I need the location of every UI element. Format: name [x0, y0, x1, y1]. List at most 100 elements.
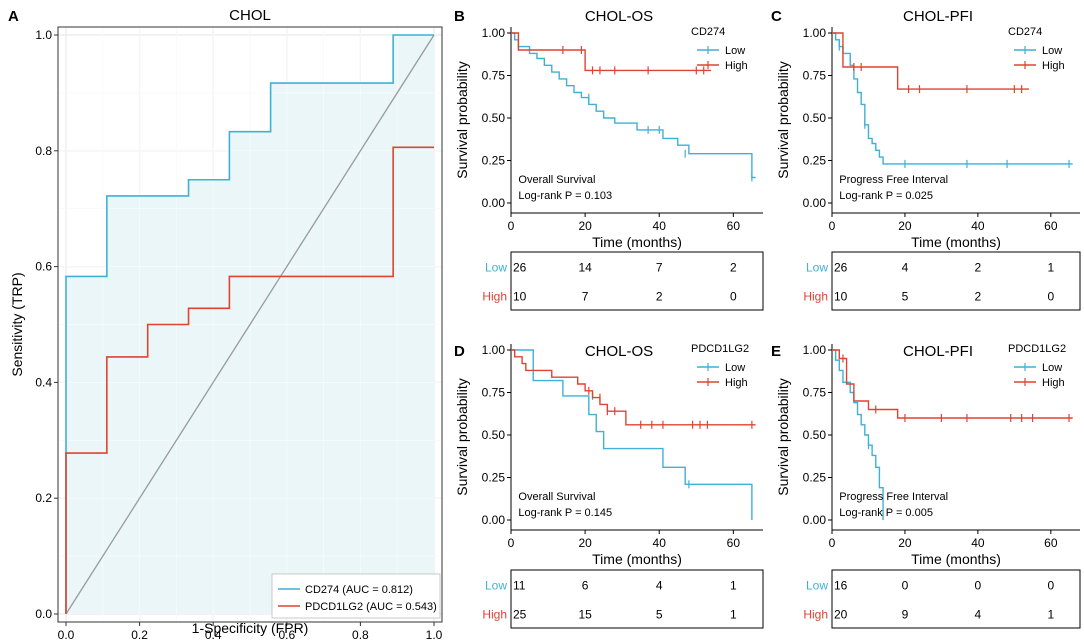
km-xtick-label: 20 [578, 536, 592, 550]
km-xtick-label: 0 [829, 536, 836, 550]
risk-table-row-label: Low [806, 261, 828, 275]
km-ytick-label: 0.50 [803, 428, 827, 442]
km-annotation-pvalue: Log-rank P = 0.005 [839, 507, 933, 519]
risk-table-row-label: Low [485, 261, 507, 275]
km-title: CHOL-PFI [903, 8, 973, 25]
km-ytick-label: 1.00 [482, 343, 506, 357]
risk-table-cell: 20 [834, 608, 848, 622]
km-legend-label: High [725, 377, 748, 389]
km-ytick-label: 1.00 [482, 26, 506, 40]
km-xtick-label: 40 [971, 219, 985, 233]
roc-ytick-label: 0.6 [35, 260, 52, 274]
km-legend-label: High [725, 60, 748, 72]
km-curve-high [832, 349, 1073, 419]
km-xtick-label: 20 [578, 219, 592, 233]
km-annotation-endpoint: Progress Free Interval [839, 491, 948, 503]
km-ytick-label: 0.75 [482, 69, 506, 83]
km-curve-low [832, 349, 884, 520]
km-xlabel: Time (months) [592, 234, 682, 250]
risk-table-cell: 15 [578, 608, 592, 622]
km-curve-high [832, 32, 1029, 90]
km-legend-label: Low [725, 362, 745, 374]
roc-ytick-label: 0.0 [35, 607, 52, 621]
km-legend-label: Low [1042, 45, 1062, 57]
km-ylabel: Survival probability [454, 378, 470, 496]
km-curve-low [832, 32, 1073, 165]
km-ytick-label: 0.50 [803, 111, 827, 125]
risk-table-cell: 4 [975, 608, 982, 622]
roc-xtick-label: 0.8 [352, 628, 369, 640]
risk-table-cell: 2 [656, 290, 663, 304]
risk-table-cell: 0 [1047, 290, 1054, 304]
risk-table-frame [510, 251, 764, 311]
roc-diagonal [65, 34, 435, 615]
risk-table-cell: 6 [582, 579, 589, 593]
risk-table-cell: 14 [578, 261, 592, 275]
km-title: CHOL-PFI [903, 343, 973, 360]
risk-table-cell: 2 [975, 290, 982, 304]
roc-curve-pdcd1lg2 [65, 146, 434, 614]
km-xtick-label: 40 [971, 536, 985, 550]
km-title: CHOL-OS [585, 343, 653, 360]
roc-xtick-label: 0.4 [205, 628, 222, 640]
km-annotation-pvalue: Log-rank P = 0.145 [518, 507, 612, 519]
risk-table-frame [831, 251, 1081, 311]
roc-panel: A 0.0 0.2 0.4 0.6 0.8 1.0 0.0 0.2 0.4 0.6 0.8 1.0 CHO… [8, 7, 443, 640]
risk-table-cell: 0 [975, 579, 982, 593]
risk-table-cell: 2 [975, 261, 982, 275]
km-ytick-label: 0.75 [482, 386, 506, 400]
km-xtick-label: 40 [653, 536, 667, 550]
risk-table-cell: 2 [730, 261, 737, 275]
km-ytick-label: 0.00 [803, 513, 827, 527]
km-xlabel: Time (months) [911, 551, 1001, 567]
km-ytick-label: 0.50 [482, 111, 506, 125]
roc-legend-label: CD274 (AUC = 0.812) [305, 584, 413, 596]
risk-table-row-label: High [803, 608, 828, 622]
km-legend-title: CD274 [1008, 26, 1042, 38]
risk-table-cell: 26 [834, 261, 848, 275]
km-annotation-endpoint: Progress Free Interval [839, 174, 948, 186]
km-xtick-label: 20 [898, 219, 912, 233]
roc-xtick-label: 1.0 [426, 628, 443, 640]
risk-table-cell: 0 [902, 579, 909, 593]
risk-table-cell: 9 [902, 608, 909, 622]
km-xlabel: Time (months) [911, 234, 1001, 250]
risk-table-row-label: High [482, 290, 507, 304]
risk-table-cell: 4 [902, 261, 909, 275]
km-ylabel: Survival probability [454, 61, 470, 179]
km-legend-title: PDCD1LG2 [691, 343, 749, 355]
panel-label-b: B [454, 8, 465, 25]
risk-table-cell: 16 [834, 579, 848, 593]
km-curve-high [511, 32, 712, 72]
risk-table-cell: 1 [1047, 608, 1054, 622]
risk-table-cell: 7 [582, 290, 589, 304]
roc-xtick-label: 0.6 [278, 628, 295, 640]
km-ytick-label: 0.50 [482, 428, 506, 442]
km-ylabel: Survival probability [775, 61, 791, 179]
risk-table-cell: 0 [730, 290, 737, 304]
km-xtick-label: 60 [1044, 219, 1058, 233]
risk-table-cell: 7 [656, 261, 663, 275]
km-ytick-label: 0.25 [803, 471, 827, 485]
risk-table-frame [831, 569, 1081, 629]
km-ytick-label: 0.00 [803, 196, 827, 210]
roc-xtick-label: 0.2 [131, 628, 148, 640]
km-ytick-label: 0.00 [482, 513, 506, 527]
risk-table-cell: 25 [513, 608, 527, 622]
km-ytick-label: 1.00 [803, 26, 827, 40]
risk-table-cell: 5 [902, 290, 909, 304]
km-xtick-label: 0 [829, 219, 836, 233]
roc-title: CHOL [229, 7, 271, 24]
roc-curve-cd274 [65, 34, 434, 614]
panel-label-d: D [454, 343, 465, 360]
km-annotation-pvalue: Log-rank P = 0.103 [518, 190, 612, 202]
km-title: CHOL-OS [585, 8, 653, 25]
roc-ylabel: Sensitivity (TRP) [9, 272, 25, 376]
km-ytick-label: 0.25 [803, 154, 827, 168]
risk-table-cell: 11 [513, 579, 526, 593]
risk-table-cell: 1 [730, 608, 737, 622]
km-legend-title: CD274 [691, 26, 725, 38]
roc-frame [57, 26, 443, 623]
